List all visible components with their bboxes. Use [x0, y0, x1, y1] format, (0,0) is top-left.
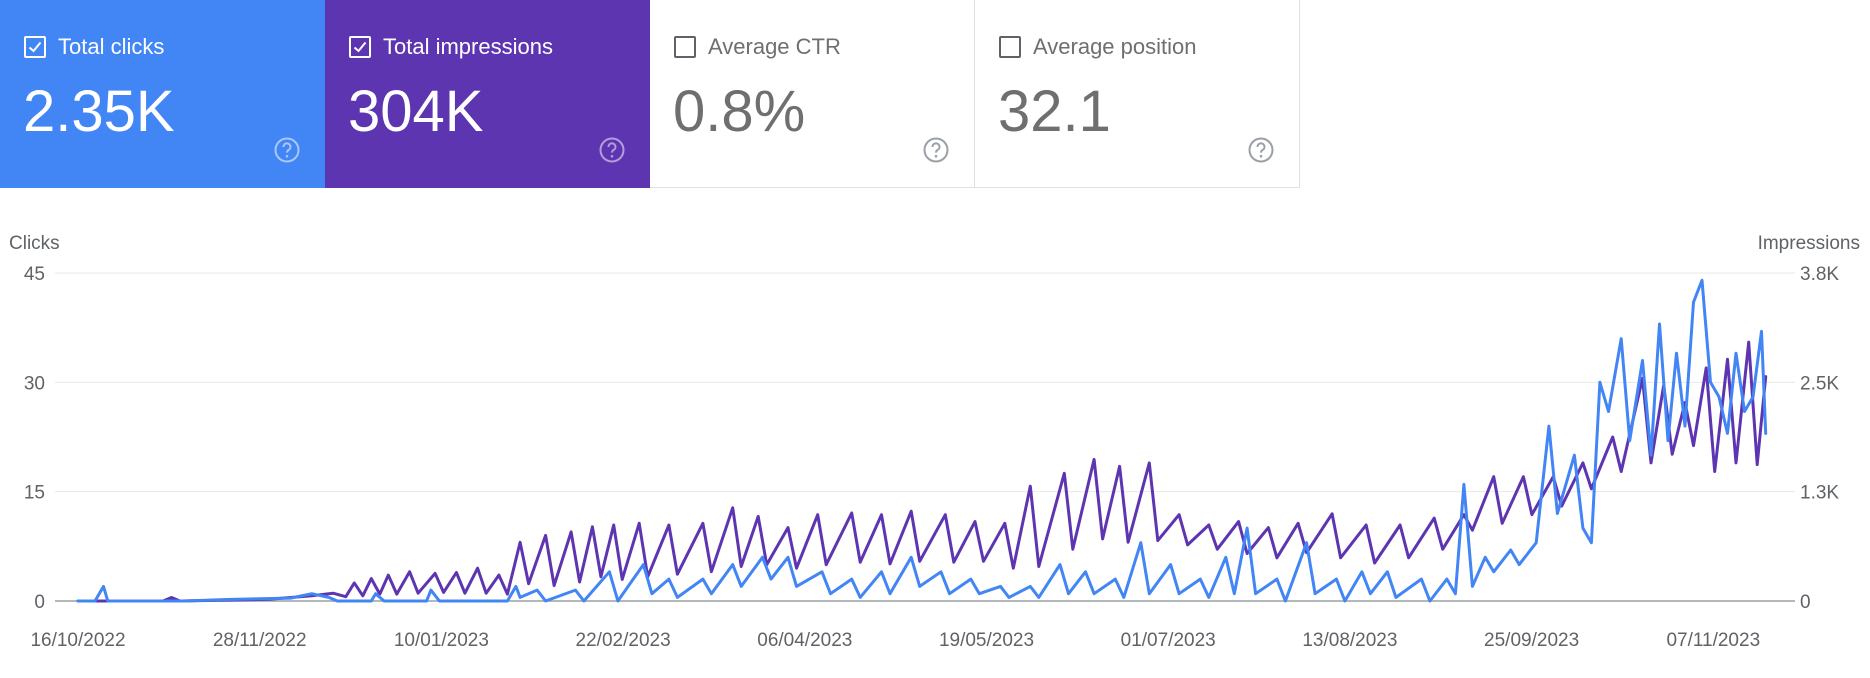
performance-chart: Clicks Impressions 0 15 30 45 0 1.3K 2.5K 3.8K… [9, 233, 1860, 651]
right-axis-title: Impressions [1758, 233, 1860, 254]
left-axis-title: Clicks [9, 233, 60, 254]
x-tick-label: 01/07/2023 [1121, 630, 1216, 651]
left-tick-label: 15 [24, 483, 45, 504]
help-icon[interactable] [922, 136, 950, 164]
checkbox-unchecked-icon[interactable] [999, 36, 1021, 58]
left-tick-label: 0 [34, 592, 45, 613]
card-value: 304K [348, 79, 484, 144]
checkbox-unchecked-icon[interactable] [674, 36, 696, 58]
x-tick-label: 13/08/2023 [1302, 630, 1397, 651]
right-tick-label: 3.8K [1800, 264, 1839, 285]
right-tick-label: 1.3K [1800, 483, 1839, 504]
series-line-total-clicks [76, 278, 1768, 603]
help-icon[interactable] [598, 136, 626, 164]
x-tick-label: 16/10/2022 [30, 630, 125, 651]
x-axis-ticks: 16/10/2022 28/11/2022 10/01/2023 22/02/2023… [30, 630, 1760, 651]
card-value: 32.1 [998, 79, 1111, 144]
card-header: Total impressions [349, 34, 553, 60]
x-tick-label: 22/02/2023 [576, 630, 671, 651]
card-value: 2.35K [23, 79, 175, 144]
x-tick-label: 19/05/2023 [939, 630, 1034, 651]
right-axis-ticks: 0 1.3K 2.5K 3.8K [1800, 264, 1839, 613]
card-header: Average position [999, 34, 1197, 60]
series-lines [76, 278, 1768, 603]
card-total-impressions[interactable]: Total impressions 304K [325, 0, 650, 188]
card-average-position[interactable]: Average position 32.1 [975, 0, 1300, 188]
help-icon[interactable] [273, 136, 301, 164]
x-tick-label: 10/01/2023 [394, 630, 489, 651]
card-label: Average CTR [708, 34, 841, 59]
x-tick-label: 06/04/2023 [757, 630, 852, 651]
series-line-total-impressions [76, 340, 1768, 603]
card-header: Total clicks [24, 34, 164, 60]
metric-cards: Total clicks 2.35K Total impressions 304… [0, 0, 1300, 188]
card-value: 0.8% [673, 79, 806, 144]
card-label: Average position [1033, 34, 1197, 59]
right-tick-label: 0 [1800, 592, 1811, 613]
x-tick-label: 28/11/2022 [213, 630, 307, 651]
x-tick-label: 25/09/2023 [1484, 630, 1579, 651]
card-total-clicks[interactable]: Total clicks 2.35K [0, 0, 325, 188]
card-label: Total clicks [58, 34, 165, 59]
right-tick-label: 2.5K [1800, 373, 1839, 394]
card-average-ctr[interactable]: Average CTR 0.8% [650, 0, 975, 188]
card-header: Average CTR [674, 34, 841, 60]
help-icon[interactable] [1247, 136, 1275, 164]
checkbox-checked-icon[interactable] [349, 36, 371, 58]
x-tick-label: 07/11/2023 [1666, 630, 1760, 651]
left-axis-ticks: 0 15 30 45 [24, 264, 45, 613]
card-label: Total impressions [383, 34, 553, 59]
left-tick-label: 45 [24, 264, 45, 285]
checkbox-checked-icon[interactable] [24, 36, 46, 58]
left-tick-label: 30 [24, 373, 45, 394]
